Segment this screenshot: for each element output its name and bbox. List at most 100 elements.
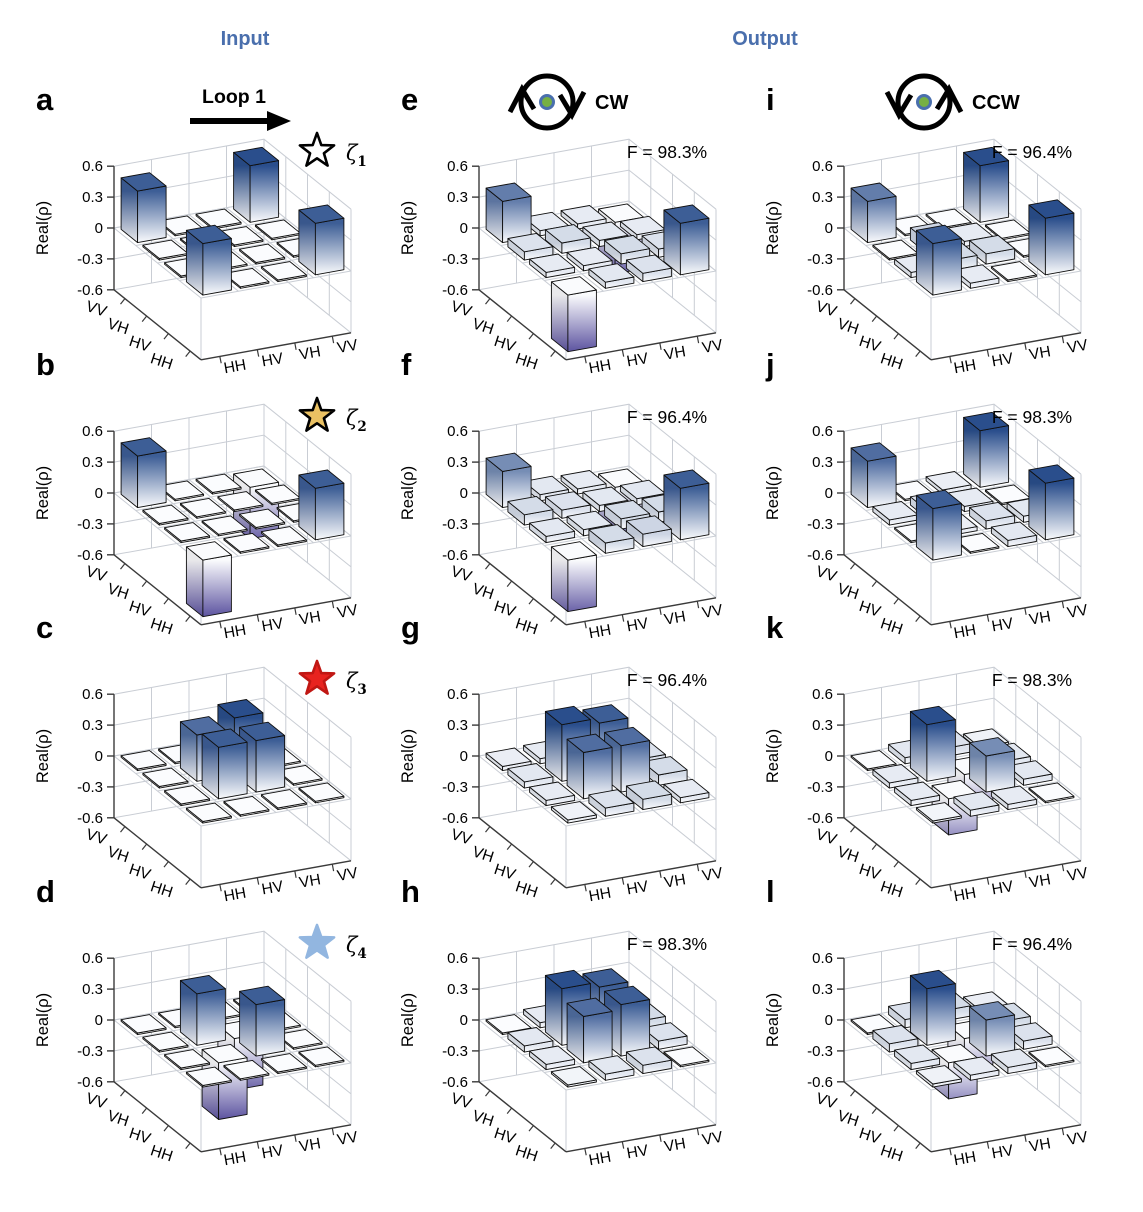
bar-f-r3c2-top	[560, 470, 607, 490]
bar-j-r2c0-top	[872, 501, 919, 521]
axis-rulers	[837, 165, 1082, 364]
bar-l-r1c2	[969, 1001, 1016, 1057]
bar-g-r1c1-top	[566, 733, 613, 753]
y-tick-label-HV: HV	[857, 598, 883, 621]
bar-b-r0c1-top	[223, 532, 270, 553]
ccw-label: CCW	[972, 92, 1020, 114]
y-tick-label-HV: HV	[127, 861, 153, 884]
y-tick-label-VH: VH	[835, 1107, 861, 1130]
bar-l-r0c0	[915, 1065, 962, 1088]
bar-b-r1c2-top	[239, 508, 286, 528]
bar-a-r0c2	[260, 261, 307, 283]
y-tick-label-VH: VH	[470, 315, 496, 338]
bar-e-r2c0	[507, 232, 554, 261]
bar-j-r3c3-side-right	[979, 425, 1010, 488]
x-tick-label-VH: VH	[663, 343, 687, 363]
bar-j-r3c3	[963, 411, 1010, 488]
panel-letter-a: a	[36, 82, 54, 117]
y-tick-label-HH: HH	[878, 615, 905, 638]
bar-d-r1c2-side-right	[255, 999, 286, 1057]
bar-i-r0c0-side-right	[932, 238, 962, 296]
bar-b-r1c0-top	[164, 522, 211, 542]
panel-letter-g: g	[401, 610, 420, 645]
bar-g-r0c3	[663, 778, 710, 804]
bar-e-r2c3-top	[619, 215, 666, 236]
x-tick-label-HV: HV	[990, 615, 1015, 636]
bar-f-r0c0-top	[550, 541, 597, 561]
bar-c-r2c2-top	[217, 699, 264, 719]
bar-b-r2c1	[179, 497, 226, 519]
panel-j: 0.6 0.3 0 -0.3 -0.6 VV VH HV HH HH HV VH VV Real(ρ) j F…	[754, 323, 1125, 653]
bar-d-r0c3	[298, 1046, 345, 1068]
y-tick-label-VH: VH	[105, 315, 131, 338]
bar-c-r1c0	[164, 785, 211, 807]
x-tick-label-HV: HV	[990, 878, 1015, 899]
z-tick-label: 0.6	[812, 423, 833, 440]
bar-b-r2c2	[217, 491, 264, 513]
z-tick-label: 0.6	[447, 686, 468, 703]
bar-c-r0c2	[260, 789, 307, 811]
bar-f-r2c2-top	[582, 486, 629, 506]
bar-a-r3c3-side-right	[249, 160, 280, 223]
z-tick-label: 0.3	[812, 717, 833, 734]
axis-rulers	[107, 430, 352, 629]
bar-g-r1c0	[529, 781, 576, 807]
bar-c-r0c3	[298, 782, 345, 804]
bar-a-r0c3-top	[298, 204, 345, 224]
panel-i: 0.6 0.3 0 -0.3 -0.6 VV VH HV HH HH HV VH VV Real(ρ) i F…	[754, 58, 1125, 388]
bar-e-r3c0-top	[485, 182, 532, 202]
y-tick-label-VV: VV	[814, 563, 840, 586]
z-tick-label: -0.6	[77, 282, 103, 299]
bar-b-r3c2-top	[195, 473, 242, 493]
bar-b-r1c0	[164, 522, 211, 544]
bar-a-r0c2-top	[260, 261, 307, 281]
bar-l-r0c1-top	[953, 1056, 1000, 1076]
bars	[850, 705, 1075, 836]
bar-f-r1c0	[529, 517, 576, 544]
bar-e-r3c0	[485, 182, 532, 244]
z-tick-label: 0.6	[812, 686, 833, 703]
y-tick-label-HV: HV	[127, 333, 153, 356]
bar-i-r3c0	[850, 182, 897, 244]
panel-letter-i: i	[766, 82, 775, 117]
bar-d-r0c2	[260, 1053, 307, 1075]
z-axis-title: Real(ρ)	[399, 201, 417, 255]
bar-h-r0c1	[588, 1055, 635, 1081]
z-tick-label: -0.3	[807, 251, 833, 268]
bar-j-r0c2	[990, 521, 1037, 548]
panel-e: 0.6 0.3 0 -0.3 -0.6 VV VH HV HH HH HV VH VV Real(ρ) e F…	[389, 58, 760, 388]
y-tick-label-HH: HH	[878, 350, 905, 373]
bar-d-r3c0-top	[120, 1014, 167, 1034]
bar-i-r3c0-top	[850, 182, 897, 202]
x-tick-label-VV: VV	[336, 1128, 360, 1148]
bar-d-r0c0-top	[185, 1066, 232, 1086]
bar-k-r0c3-top	[1028, 782, 1075, 802]
y-tick-label-HH: HH	[513, 878, 540, 901]
x-tick-label-VV: VV	[1066, 601, 1090, 621]
y-tick-label-VV: VV	[814, 298, 840, 321]
y-tick-label-HH: HH	[513, 615, 540, 638]
bar-d-r0c2-top	[260, 1053, 307, 1073]
y-tick-label-HH: HH	[878, 1142, 905, 1165]
y-tick-label-HH: HH	[148, 878, 175, 901]
bar-f-r1c1-top	[566, 510, 613, 531]
bar-j-r2c0	[872, 501, 919, 526]
zeta3-star-icon	[298, 659, 336, 695]
bar-b-r0c0-top	[185, 541, 232, 561]
axis-rulers	[837, 957, 1082, 1156]
bar-f-r0c3-top	[663, 469, 710, 489]
bar-d-r0c1-top	[223, 1059, 270, 1080]
bar-k-r0c0-top	[915, 802, 962, 822]
bar-l-r1c2-side-right	[985, 1014, 1016, 1057]
bar-l-r0c1	[953, 1056, 1000, 1081]
z-axis-title: Real(ρ)	[34, 729, 52, 783]
bar-h-r0c1-top	[588, 1055, 635, 1075]
z-tick-label: -0.3	[442, 1043, 468, 1060]
x-tick-label-HH: HH	[953, 622, 978, 643]
